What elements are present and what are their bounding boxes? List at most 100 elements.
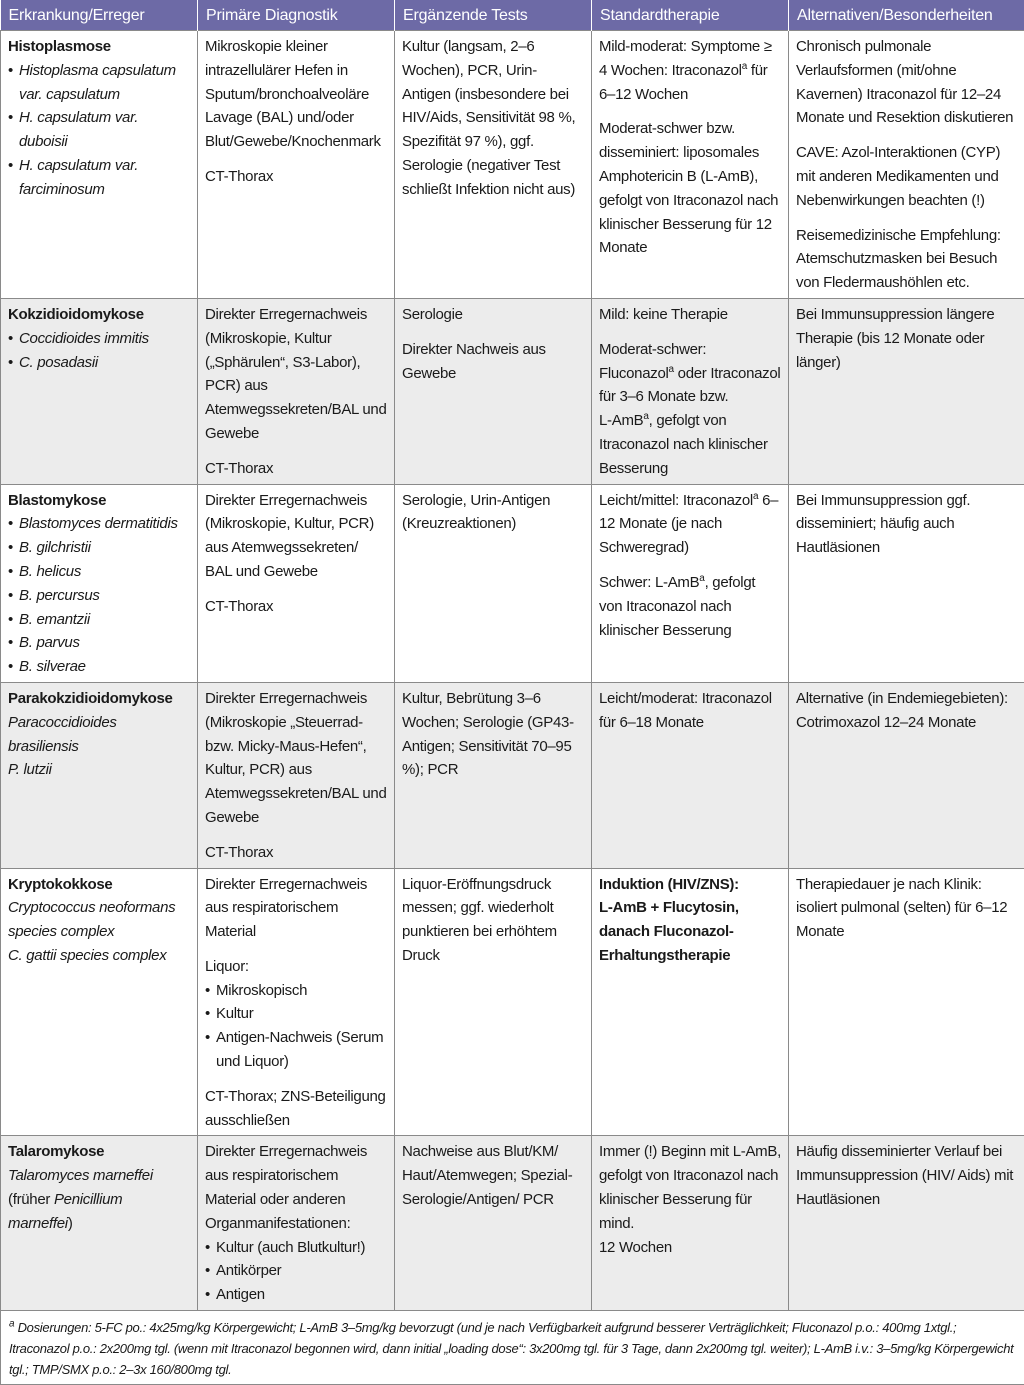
text: C. gattii species complex <box>8 947 166 964</box>
text: Antigen-Nachweis (Serum und Liquor) <box>216 1029 383 1070</box>
list-item: B. parvus <box>8 631 190 655</box>
text: Immer (!) Beginn mit L-AmB, gefolgt von … <box>599 1143 781 1231</box>
cell-additional-tests: Nachweise aus Blut/KM/ Haut/Atemwegen; S… <box>395 1136 592 1311</box>
cell-primary-diagnostics: Direkter Erregernachweis aus respiratori… <box>198 1136 395 1311</box>
text: (früher <box>8 1191 54 1208</box>
text: Leicht/mittel: Itraconazol <box>599 492 753 509</box>
footnote: a Dosierungen: 5-FC po.: 4x25mg/kg Körpe… <box>1 1311 1024 1385</box>
text-block: Liquor: <box>205 955 387 979</box>
cell-disease: Kryptokokkose Cryptococcus neoformans spe… <box>1 868 198 1136</box>
list-item: Antigen-Nachweis (Serum und Liquor) <box>205 1026 387 1074</box>
list-item: Kultur (auch Blutkultur!) <box>205 1236 387 1260</box>
header-alternatives: Alternativen/Besonderheiten <box>789 0 1024 31</box>
text: Alternative (in Endemiegebieten): Cotrim… <box>796 690 1008 731</box>
cell-alternatives: Bei Immunsuppression längere Therapie (b… <box>789 298 1024 484</box>
text-block: Parakokzidioidomykose <box>8 687 190 711</box>
text-block: Reisemedizinische Empfehlung: Atemschutz… <box>796 224 1017 295</box>
cell-primary-diagnostics: Direkter Erregernachweis (Mikroskopie, K… <box>198 484 395 682</box>
list-item: B. helicus <box>8 560 190 584</box>
cell-alternatives: Chronisch pulmonale Verlaufsformen (mit/… <box>789 31 1024 299</box>
list-item: Blastomyces dermatitidis <box>8 512 190 536</box>
text-block: Chronisch pulmonale Verlaufsformen (mit/… <box>796 35 1017 130</box>
text-block: Talaromyces marneffei <box>8 1164 190 1188</box>
text: Kryptokokkose <box>8 876 112 893</box>
cell-alternatives: Häufig disseminierter Verlauf bei Immuns… <box>789 1136 1024 1311</box>
text-block: Direkter Erregernachweis aus respiratori… <box>205 873 387 944</box>
cell-standard-therapy: Mild: keine Therapie Moderat-schwer: Fluc… <box>592 298 789 484</box>
cell-additional-tests: Kultur, Bebrütung 3–6 Wochen; Serologie … <box>395 682 592 868</box>
text: Bei Immunsuppression längere Therapie (b… <box>796 306 994 371</box>
text: Nachweise aus Blut/KM/ Haut/Atemwegen; S… <box>402 1143 572 1208</box>
text: Antikörper <box>216 1262 281 1279</box>
text: Direkter Erregernachweis (Mikroskopie, K… <box>205 306 387 442</box>
cell-alternatives: Alternative (in Endemiegebieten): Cotrim… <box>789 682 1024 868</box>
cell-standard-therapy: Leicht/mittel: Itraconazola 6–12 Monate … <box>592 484 789 682</box>
text: Histoplasmose <box>8 38 111 55</box>
text: Cryptococcus neoformans species complex <box>8 899 175 940</box>
text-block: Kokzidioidomykose <box>8 303 190 327</box>
header-standard-therapy: Standardtherapie <box>592 0 789 31</box>
text: Kokzidioidomykose <box>8 306 144 323</box>
text-block: Leicht/mittel: Itraconazola 6–12 Monate … <box>599 489 781 560</box>
text: CAVE: Azol-Interaktionen (CYP) mit ander… <box>796 144 1000 209</box>
text: L-AmB + Flucytosin, danach Fluconazol-Er… <box>599 899 739 964</box>
text-block: Direkter Erregernachweis aus respiratori… <box>205 1140 387 1235</box>
text-block: CT-Thorax; ZNS-Beteiligung ausschließen <box>205 1085 387 1133</box>
cell-standard-therapy: Induktion (HIV/ZNS):L-AmB + Flucytosin, … <box>592 868 789 1136</box>
text-block: Kultur, Bebrütung 3–6 Wochen; Serologie … <box>402 687 584 782</box>
table-row: Histoplasmose Histoplasma capsulatum var.… <box>1 31 1024 299</box>
text-block: Moderat-schwer: Fluconazola oder Itracon… <box>599 338 781 481</box>
table-row: Blastomykose Blastomyces dermatitidis B. g… <box>1 484 1024 682</box>
text: B. silverae <box>19 658 86 675</box>
text: Bei Immunsuppression ggf. disseminiert; … <box>796 492 970 557</box>
text-block: CT-Thorax <box>205 165 387 189</box>
text-block: Direkter Nachweis aus Gewebe <box>402 338 584 386</box>
text: Kultur <box>216 1005 253 1022</box>
text-block: Serologie <box>402 303 584 327</box>
text-block: Alternative (in Endemiegebieten): Cotrim… <box>796 687 1017 735</box>
text: B. gilchristii <box>19 539 91 556</box>
cell-standard-therapy: Immer (!) Beginn mit L-AmB, gefolgt von … <box>592 1136 789 1311</box>
text-block: CAVE: Azol-Interaktionen (CYP) mit ander… <box>796 141 1017 212</box>
text: Mikroskopie kleiner intrazellulärer Hefe… <box>205 38 381 150</box>
text: Talaromykose <box>8 1143 104 1160</box>
list-item: Histoplasma capsulatum var. capsulatum <box>8 59 190 107</box>
text: Parakokzidioidomykose <box>8 690 173 707</box>
text-block: P. lutzii <box>8 758 190 782</box>
cell-primary-diagnostics: Direkter Erregernachweis aus respiratori… <box>198 868 395 1136</box>
list-item: B. emantzii <box>8 608 190 632</box>
text-block: Häufig disseminierter Verlauf bei Immuns… <box>796 1140 1017 1211</box>
text: B. parvus <box>19 634 80 651</box>
text-block: (früher Penicillium marneffei) <box>8 1188 190 1236</box>
cell-additional-tests: Serologie Direkter Nachweis aus Gewebe <box>395 298 592 484</box>
list-item: C. posadasii <box>8 351 190 375</box>
cell-alternatives: Therapiedauer je nach Klinik: isoliert p… <box>789 868 1024 1136</box>
text: Histoplasma capsulatum var. capsulatum <box>19 62 176 103</box>
list-item: Kultur <box>205 1002 387 1026</box>
text: Moderat-schwer bzw. disseminiert: liposo… <box>599 120 778 256</box>
list-item: H. capsulatum var. farciminosum <box>8 154 190 202</box>
cell-standard-therapy: Leicht/moderat: Itraconazol für 6–18 Mon… <box>592 682 789 868</box>
text: Schwer: L-AmB <box>599 574 699 591</box>
text-block: Direkter Erregernachweis (Mikroskopie, K… <box>205 489 387 584</box>
cell-standard-therapy: Mild-moderat: Symptome ≥ 4 Wochen: Itrac… <box>592 31 789 299</box>
text: CT-Thorax; ZNS-Beteiligung ausschließen <box>205 1088 386 1129</box>
text: Mikroskopisch <box>216 982 307 999</box>
header-disease: Erkrankung/Erreger <box>1 0 198 31</box>
text: Serologie <box>402 306 463 323</box>
table-row: Kryptokokkose Cryptococcus neoformans spe… <box>1 868 1024 1136</box>
cell-primary-diagnostics: Direkter Erregernachweis (Mikroskopie, K… <box>198 298 395 484</box>
text-block: Direkter Erregernachweis (Mikroskopie, K… <box>205 303 387 446</box>
text: H. capsulatum var. farciminosum <box>19 157 138 198</box>
list-item: B. gilchristii <box>8 536 190 560</box>
text: Blastomykose <box>8 492 106 509</box>
text: Chronisch pulmonale Verlaufsformen (mit/… <box>796 38 1013 126</box>
text: Therapiedauer je nach Klinik: isoliert p… <box>796 876 1007 941</box>
cell-additional-tests: Serologie, Urin-Antigen (Kreuzreaktionen… <box>395 484 592 682</box>
text-block: Mild: keine Therapie <box>599 303 781 327</box>
text-block: Leicht/moderat: Itraconazol für 6–18 Mon… <box>599 687 781 735</box>
text: Mild: keine Therapie <box>599 306 728 323</box>
cell-disease: Histoplasmose Histoplasma capsulatum var.… <box>1 31 198 299</box>
